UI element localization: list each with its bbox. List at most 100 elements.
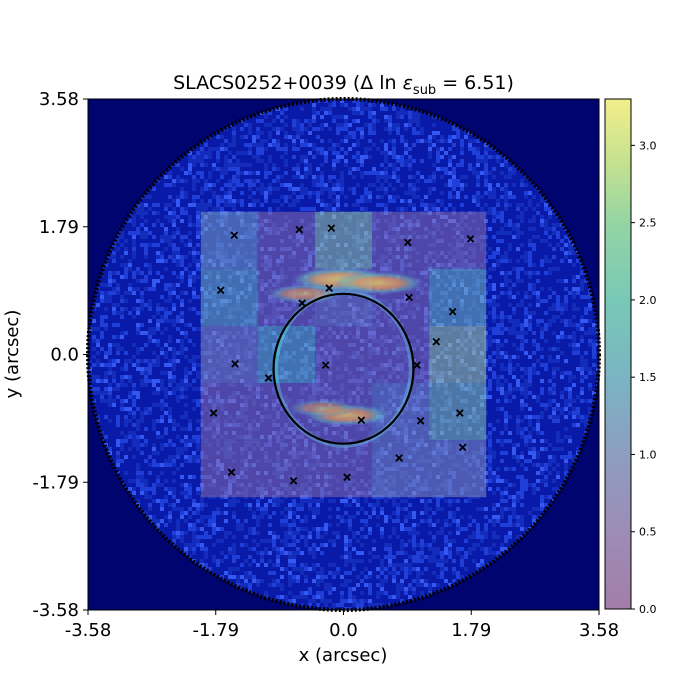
noise-pixel bbox=[144, 303, 148, 307]
noise-pixel bbox=[204, 203, 208, 207]
noise-pixel bbox=[196, 179, 200, 183]
noise-pixel bbox=[384, 107, 388, 111]
noise-pixel bbox=[408, 191, 412, 195]
noise-pixel bbox=[100, 323, 104, 327]
noise-pixel bbox=[408, 247, 412, 251]
noise-pixel bbox=[560, 351, 564, 355]
noise-pixel bbox=[436, 211, 440, 215]
noise-pixel bbox=[312, 423, 316, 427]
noise-pixel bbox=[452, 187, 456, 191]
noise-pixel bbox=[432, 203, 436, 207]
noise-pixel bbox=[228, 383, 232, 387]
noise-pixel bbox=[388, 263, 392, 267]
noise-pixel bbox=[176, 227, 180, 231]
noise-pixel bbox=[400, 155, 404, 159]
noise-pixel bbox=[324, 447, 328, 451]
noise-pixel bbox=[124, 239, 128, 243]
noise-pixel bbox=[136, 363, 140, 367]
noise-pixel bbox=[196, 439, 200, 443]
noise-pixel bbox=[508, 391, 512, 395]
noise-pixel bbox=[512, 295, 516, 299]
noise-pixel bbox=[256, 383, 260, 387]
noise-pixel bbox=[144, 443, 148, 447]
noise-pixel bbox=[276, 435, 280, 439]
noise-pixel bbox=[140, 231, 144, 235]
noise-pixel bbox=[512, 171, 516, 175]
noise-pixel bbox=[224, 399, 228, 403]
noise-pixel bbox=[476, 151, 480, 155]
noise-pixel bbox=[124, 359, 128, 363]
noise-pixel bbox=[244, 123, 248, 127]
noise-pixel bbox=[332, 187, 336, 191]
noise-pixel bbox=[216, 415, 220, 419]
noise-pixel bbox=[508, 291, 512, 295]
noise-pixel bbox=[528, 323, 532, 327]
noise-pixel bbox=[176, 247, 180, 251]
noise-pixel bbox=[400, 135, 404, 139]
noise-pixel bbox=[168, 371, 172, 375]
noise-pixel bbox=[556, 439, 560, 443]
noise-pixel bbox=[92, 327, 96, 331]
noise-pixel bbox=[244, 163, 248, 167]
noise-pixel bbox=[496, 439, 500, 443]
noise-pixel bbox=[556, 303, 560, 307]
noise-pixel bbox=[516, 279, 520, 283]
noise-pixel bbox=[196, 375, 200, 379]
noise-pixel bbox=[412, 115, 416, 119]
noise-pixel bbox=[360, 163, 364, 167]
noise-pixel bbox=[196, 203, 200, 207]
noise-pixel bbox=[300, 159, 304, 163]
noise-pixel bbox=[388, 183, 392, 187]
noise-pixel bbox=[104, 435, 108, 439]
noise-pixel bbox=[484, 171, 488, 175]
noise-pixel bbox=[252, 183, 256, 187]
noise-pixel bbox=[192, 175, 196, 179]
noise-pixel bbox=[512, 183, 516, 187]
noise-pixel bbox=[168, 243, 172, 247]
noise-pixel bbox=[196, 355, 200, 359]
noise-pixel bbox=[524, 323, 528, 327]
noise-pixel bbox=[516, 207, 520, 211]
noise-pixel bbox=[452, 259, 456, 263]
noise-pixel bbox=[304, 427, 308, 431]
noise-pixel bbox=[456, 247, 460, 251]
noise-pixel bbox=[208, 203, 212, 207]
noise-pixel bbox=[188, 167, 192, 171]
noise-pixel bbox=[400, 367, 404, 371]
noise-pixel bbox=[92, 335, 96, 339]
noise-pixel bbox=[428, 231, 432, 235]
noise-pixel bbox=[360, 195, 364, 199]
noise-pixel bbox=[360, 347, 364, 351]
noise-pixel bbox=[516, 231, 520, 235]
noise-pixel bbox=[296, 127, 300, 131]
noise-pixel bbox=[564, 255, 568, 259]
noise-pixel bbox=[428, 243, 432, 247]
noise-pixel bbox=[452, 171, 456, 175]
noise-pixel bbox=[504, 395, 508, 399]
noise-pixel bbox=[528, 287, 532, 291]
noise-pixel bbox=[172, 271, 176, 275]
noise-pixel bbox=[184, 387, 188, 391]
noise-pixel bbox=[328, 359, 332, 363]
noise-pixel bbox=[520, 323, 524, 327]
noise-pixel bbox=[328, 343, 332, 347]
noise-pixel bbox=[368, 391, 372, 395]
noise-pixel bbox=[264, 163, 268, 167]
noise-pixel bbox=[284, 183, 288, 187]
noise-pixel bbox=[408, 235, 412, 239]
noise-pixel bbox=[144, 375, 148, 379]
noise-pixel bbox=[264, 195, 268, 199]
noise-pixel bbox=[324, 203, 328, 207]
noise-pixel bbox=[432, 135, 436, 139]
noise-pixel bbox=[440, 203, 444, 207]
noise-pixel bbox=[276, 415, 280, 419]
noise-pixel bbox=[472, 247, 476, 251]
noise-pixel bbox=[152, 423, 156, 427]
noise-pixel bbox=[108, 367, 112, 371]
noise-pixel bbox=[496, 355, 500, 359]
noise-pixel bbox=[596, 367, 599, 371]
noise-pixel bbox=[308, 171, 312, 175]
noise-pixel bbox=[256, 215, 260, 219]
noise-pixel bbox=[272, 275, 276, 279]
noise-pixel bbox=[396, 127, 400, 131]
